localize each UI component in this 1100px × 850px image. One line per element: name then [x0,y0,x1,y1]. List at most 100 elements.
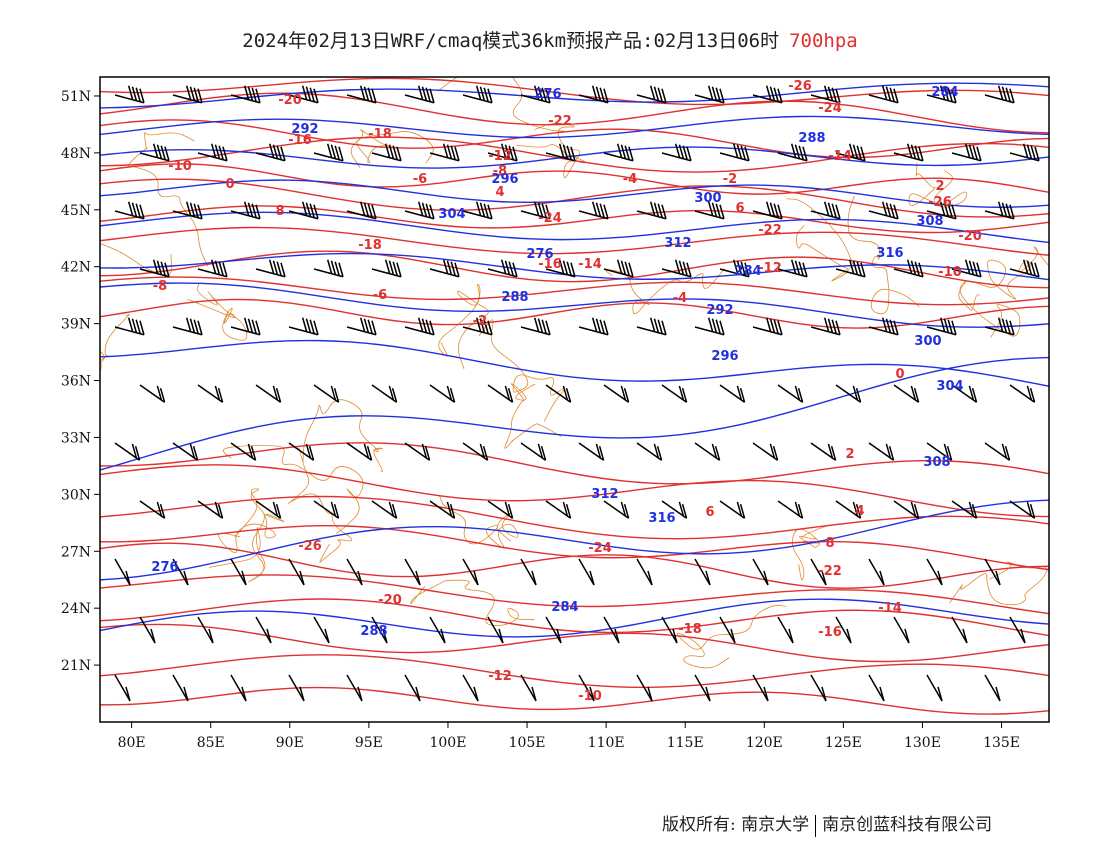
wind-barb [661,143,692,162]
wind-barb [255,500,282,519]
height-label: 312 [664,236,691,251]
temperature-contour-line [100,598,1049,637]
wind-barb [197,143,228,162]
copyright-prefix: 版权所有: [662,815,736,835]
wind-barb [404,442,431,461]
height-label: 292 [291,122,318,137]
wind-barb [810,317,841,336]
wind-barb [835,616,852,644]
wind-barb [114,201,145,220]
wind-barb [777,384,804,403]
height-label: 300 [694,191,721,206]
wind-barb [835,384,862,403]
boundary-line [958,280,1021,338]
wind-barb [719,616,736,644]
wind-barb [810,442,837,461]
lat-tick-label: 33N [61,430,91,446]
wind-barb [868,558,885,586]
wind-barb [371,143,402,162]
temperature-contour-line [100,654,1049,689]
pressure-level: 700hpa [789,30,858,52]
wind-barb [172,201,203,220]
wind-barb [603,259,634,278]
wind-barb [777,616,794,644]
wind-barb [545,259,576,278]
temperature-label: -16 [818,625,842,640]
wind-barb [777,259,808,278]
wind-barb [462,674,479,702]
temperature-label: 4 [495,185,504,200]
temperature-contour-line [100,205,1049,234]
height-label: 316 [648,511,675,526]
wind-barb [404,85,435,104]
wind-barb [694,201,725,220]
temperature-label: 2 [845,447,854,462]
temperature-label: 6 [735,201,744,216]
wind-barb [578,201,609,220]
boundary-line [287,447,353,563]
wind-barb [636,442,663,461]
wind-barb [984,558,1001,586]
wind-barb [255,384,282,403]
temperature-label: -20 [958,229,982,244]
wind-barb [462,201,493,220]
boundary-line [974,246,1049,300]
boundary-line [222,445,364,534]
temperature-label: -16 [288,133,312,148]
height-contour-line [100,339,1049,387]
temperature-label: -4 [623,172,637,187]
wind-barb [545,500,572,519]
temperature-contour-line [100,178,1049,218]
height-label: 288 [501,290,528,305]
wind-barb [462,558,479,586]
height-contours [100,82,1049,638]
wind-barb [752,317,783,336]
wind-barb [636,558,653,586]
lon-tick-label: 130E [904,735,941,751]
wind-barb [404,201,435,220]
wind-barb [230,442,257,461]
wind-barb [139,143,170,162]
wind-barb [893,500,920,519]
wind-barb [1009,259,1040,278]
wind-barb [752,201,783,220]
wind-barb [371,616,388,644]
height-label: 296 [711,349,738,364]
wind-barb [694,558,711,586]
height-label: 304 [936,379,963,394]
wind-barb [951,384,978,403]
wind-barb [578,317,609,336]
boundary-line [209,513,285,583]
boundary-line [786,198,854,282]
wind-barb [810,85,841,104]
height-label: 308 [923,455,950,470]
wind-barb [404,674,421,702]
temperature-label: -2 [723,172,737,187]
wind-barb [230,558,247,586]
latitude-axis: 51N 48N 45N 42N 39N 36N 33N 30N 27N 24N 21N [61,89,100,674]
wind-barb [984,201,1015,220]
temperature-label: 0 [225,177,234,192]
wind-barb [1009,384,1036,403]
wind-barb [1009,500,1036,519]
wind-barb [487,143,518,162]
wind-barb [313,259,344,278]
lat-tick-label: 27N [61,544,91,560]
wind-barb [926,674,943,702]
wind-barb [139,259,170,278]
temperature-label: -10 [168,159,192,174]
height-label: 284 [551,600,578,615]
temperature-label: -22 [548,114,572,129]
org-nanjing-university: 南京大学 [741,815,810,835]
wind-barb [603,500,630,519]
wind-barb [313,143,344,162]
height-label: 276 [526,247,553,262]
height-contour-line [100,115,1049,139]
wind-barb [230,674,247,702]
lon-tick-label: 105E [509,735,546,751]
height-contour-line [100,252,1049,281]
lon-tick-label: 90E [276,735,304,751]
longitude-axis: 80E 85E 90E 95E 100E 105E 110E 115E 120E 125E 130E… [118,722,1020,751]
lon-tick-label: 135E [983,735,1020,751]
wind-barb [404,558,421,586]
